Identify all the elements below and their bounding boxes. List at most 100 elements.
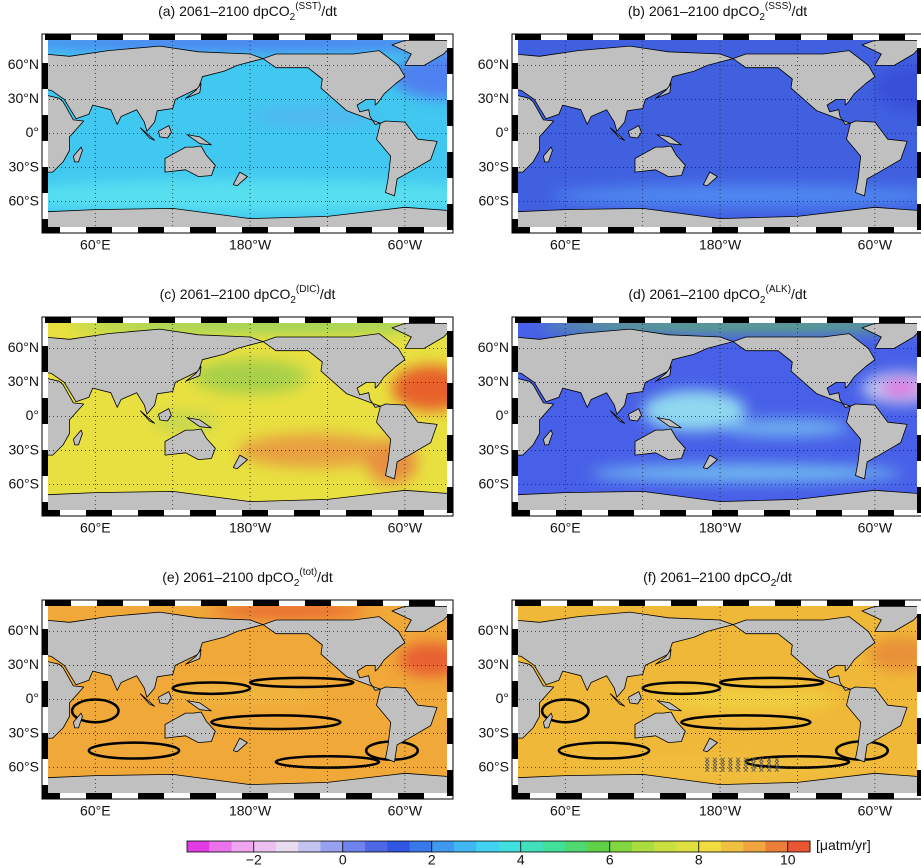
y-tick-label: 0° [496,124,509,140]
land [655,649,672,665]
title-subscript: 2 [290,12,296,23]
colorbar-segment [187,841,210,852]
y-tick-label: 30°N [478,90,509,106]
colorbar-segment [787,841,811,852]
land [732,333,876,408]
land [732,50,876,125]
colorbar-segment [231,841,255,852]
land [634,428,686,460]
ocean-patch [0,319,18,333]
land [73,712,83,729]
land [655,366,672,382]
land [158,408,172,422]
hatch-mark [774,757,780,762]
land [45,206,450,230]
title-superscript: (SST) [295,1,321,12]
land [232,171,248,187]
colorbar-segment [431,841,455,852]
panel-title: (b) 2061–2100 dpCO2(SSS)/dt [628,1,807,23]
y-tick-label: 0° [26,690,39,706]
colorbar-tick-label: 4 [517,852,525,868]
map-panel: (a) 2061–2100 dpCO2(SST)/dt 60°N 30°N 0° 30°… [0,1,454,253]
land [185,366,202,382]
ocean-patch [655,688,837,711]
colorbar-segment [743,841,766,852]
map-panel: (c) 2061–2100 dpCO2(DIC)/dt 60°N 30°N 0° 30°… [0,284,454,536]
y-tick-label: 0° [496,690,509,706]
x-tick-label: 180°W [699,237,742,253]
colorbar-segment [721,841,744,852]
land [158,125,172,139]
hatch-mark [759,760,764,766]
hatch-mark [735,767,741,773]
hatch-mark [735,757,741,762]
map-frame [41,33,454,234]
ocean-patch [539,320,920,333]
map-frame [511,33,921,234]
ocean-field [552,65,920,208]
contour-line [641,681,722,696]
ocean-patch [45,180,450,212]
ocean-patch [591,464,901,483]
contour-line [557,741,651,760]
ocean-patch [720,418,850,437]
y-tick-label: 30°S [478,158,509,174]
land [628,691,642,705]
land [73,429,83,446]
hatch-mark [751,767,756,773]
x-tick-label: 60°W [388,803,423,819]
ocean-patch [237,433,392,468]
hatch-mark [720,767,725,773]
ocean-patch [0,34,44,52]
map-frame [512,317,921,516]
colorbar: −2 0 2 4 6 8 10 [μatm/yr] [186,837,871,868]
x-tick-label: 180°W [229,237,272,253]
colorbar-tick-label: −2 [246,852,262,868]
colorbar-tick-label: 10 [780,852,796,868]
y-tick-label: 30°S [478,724,509,740]
hatch-mark [728,760,733,766]
hatch-mark [766,760,772,766]
land [861,323,920,349]
land [391,40,450,66]
colorbar-segment [587,841,611,852]
colorbar-segment [520,841,544,852]
land [185,83,202,99]
map-frame [512,34,921,233]
ocean-patch [250,105,380,128]
land [634,145,686,177]
ocean-patch [172,684,328,703]
y-tick-label: 60°S [8,192,39,208]
land [515,489,920,513]
land [186,417,212,429]
ocean-patch [69,320,450,333]
y-tick-label: 60°N [478,622,509,638]
y-tick-label: 60°N [478,56,509,72]
hatch-mark [712,767,718,773]
y-tick-label: 30°S [478,441,509,457]
y-tick-label: 30°N [8,373,39,389]
colorbar-tick-label: 8 [695,852,703,868]
map-body [0,34,450,230]
map-frame [42,317,453,516]
land [164,711,216,743]
title-superscript: (tot) [299,567,317,578]
colorbar-segment [654,841,677,852]
colorbar-segment [676,841,700,852]
hatch-mark [766,767,772,773]
x-tick-label: 60°W [388,237,423,253]
contour-line [87,741,181,760]
hatch-mark [743,767,749,773]
title-superscript: (DIC) [296,284,320,295]
land [702,737,718,753]
x-tick-label: 60°E [550,803,581,819]
colorbar-segment [209,841,232,852]
land [376,403,438,480]
land [45,94,85,173]
colorbar-segment [698,841,722,852]
hatch-mark [712,764,718,769]
map-frame [512,600,921,799]
map-frame [42,600,453,799]
land [543,146,553,163]
y-tick-label: 0° [26,124,39,140]
